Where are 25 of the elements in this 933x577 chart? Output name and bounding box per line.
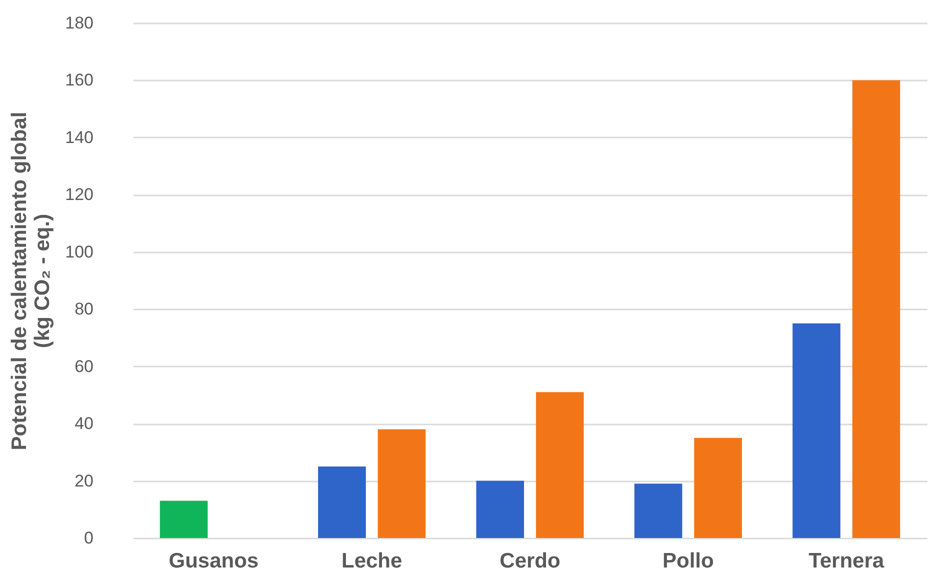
y-tick-label: 40 bbox=[74, 414, 94, 434]
x-tick-label: Gusanos bbox=[168, 550, 259, 572]
x-tick-label: Cerdo bbox=[500, 550, 560, 572]
y-tick-label: 160 bbox=[65, 70, 94, 90]
y-tick-label: 180 bbox=[65, 14, 94, 32]
bar bbox=[634, 484, 682, 538]
bar bbox=[318, 466, 366, 538]
y-tick-label: 0 bbox=[84, 528, 94, 548]
bar bbox=[694, 438, 742, 538]
bar bbox=[378, 429, 426, 538]
y-tick-label: 60 bbox=[74, 356, 94, 376]
y-tick-label: 80 bbox=[74, 300, 94, 319]
bar bbox=[792, 323, 840, 538]
x-tick-label: Pollo bbox=[662, 550, 714, 572]
x-tick-label: Leche bbox=[341, 550, 402, 572]
bar bbox=[476, 480, 524, 538]
bar bbox=[852, 80, 900, 538]
bar bbox=[160, 500, 208, 538]
x-tick-label: Ternera bbox=[808, 550, 884, 572]
bar bbox=[536, 392, 584, 538]
y-tick-label: 100 bbox=[65, 242, 94, 262]
y-tick-label: 140 bbox=[65, 128, 94, 147]
y-axis-title: Potencial de calentamiento global (kg CO₂ - eq.) bbox=[8, 112, 54, 450]
y-tick-label: 20 bbox=[74, 471, 94, 490]
y-tick-label: 120 bbox=[65, 185, 94, 204]
